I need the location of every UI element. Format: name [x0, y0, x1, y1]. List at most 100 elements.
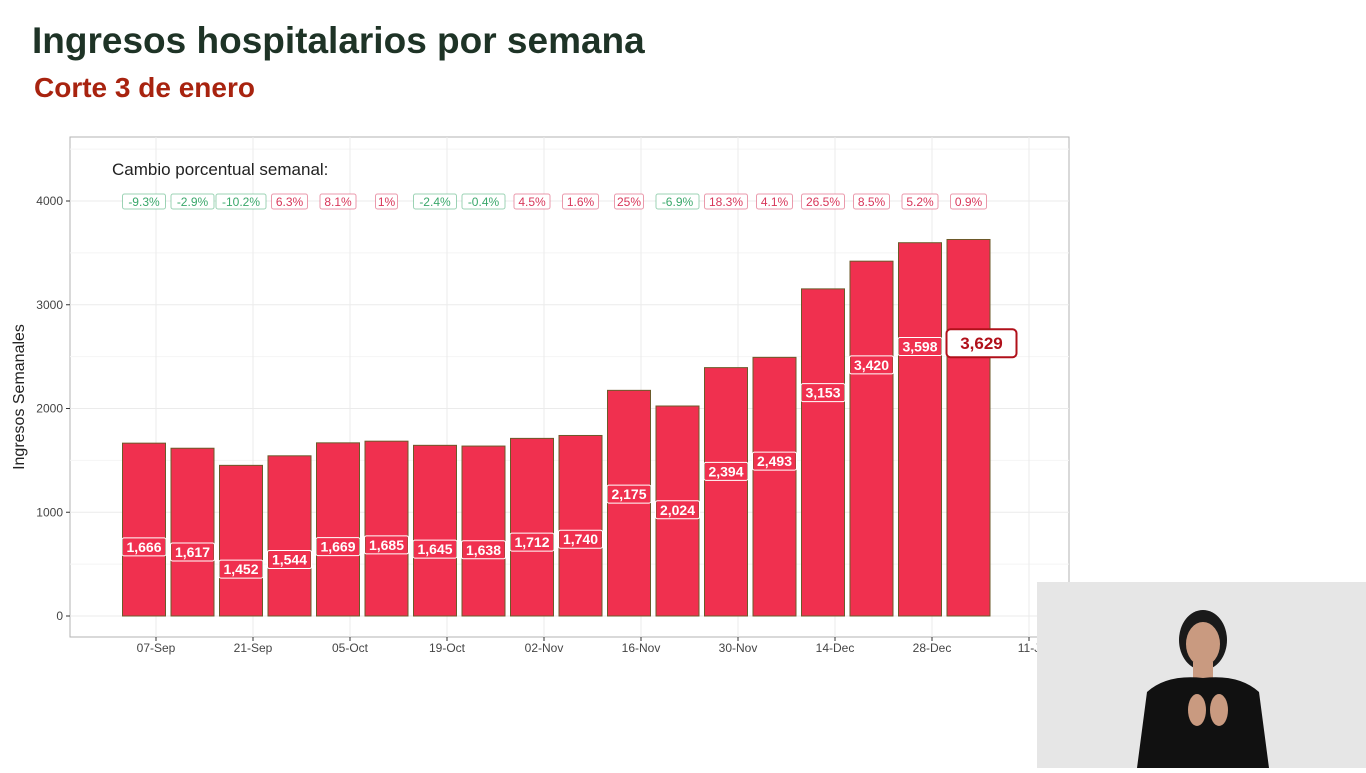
- value-label-box: [849, 355, 894, 375]
- value-label: 2,024: [660, 502, 695, 518]
- pct-change-label: 0.9%: [955, 195, 983, 209]
- value-label: 3,420: [854, 357, 889, 373]
- bar: [413, 444, 457, 617]
- value-label: 1,617: [175, 544, 210, 560]
- value-label: 1,638: [466, 542, 501, 558]
- pct-change-box: [375, 193, 398, 210]
- bar: [316, 442, 360, 617]
- pct-change-label: 1.6%: [567, 195, 595, 209]
- value-label-box: [509, 532, 555, 552]
- bar: [801, 288, 845, 617]
- y-tick-label: 2000: [36, 402, 63, 416]
- pct-change-label: 6.3%: [276, 195, 304, 209]
- value-label: 1,666: [126, 539, 161, 555]
- value-label-box: [897, 336, 943, 356]
- pct-change-box: [271, 193, 308, 210]
- x-tick-label: 07-Sep: [137, 641, 176, 655]
- bar: [364, 440, 409, 617]
- pct-change-label: 26.5%: [806, 195, 840, 209]
- pct-change-box: [756, 193, 793, 210]
- pct-change-label: 4.5%: [518, 195, 546, 209]
- value-label: 3,598: [902, 338, 937, 354]
- annotation-title: Cambio porcentual semanal:: [112, 160, 328, 179]
- pct-change-box: [655, 193, 700, 210]
- value-label-box: [412, 539, 458, 559]
- pct-change-box: [122, 193, 166, 210]
- pct-change-box: [170, 193, 215, 210]
- pct-change-label: -0.4%: [468, 195, 500, 209]
- bar: [752, 356, 797, 617]
- sign-language-interpreter-video: [1037, 582, 1366, 768]
- value-label: 1,685: [369, 537, 404, 553]
- pct-change-box: [614, 193, 644, 210]
- page-subtitle: Corte 3 de enero: [34, 72, 255, 103]
- value-label-box: [170, 542, 215, 562]
- value-label-box: [218, 559, 264, 579]
- value-label-box: [267, 550, 312, 570]
- value-label: 2,175: [611, 486, 646, 502]
- bar: [704, 367, 748, 617]
- pct-change-label: 25%: [617, 195, 641, 209]
- bar: [267, 455, 312, 617]
- x-tick-label: 21-Sep: [234, 641, 273, 655]
- y-tick-label: 3000: [36, 298, 63, 312]
- pct-change-box: [801, 193, 845, 210]
- bar: [558, 434, 603, 617]
- value-label: 1,740: [563, 531, 598, 547]
- bar: [170, 447, 215, 617]
- pct-change-label: 8.5%: [858, 195, 886, 209]
- pct-change-box: [513, 193, 551, 210]
- value-label-box: [606, 484, 652, 504]
- x-tick-label: 19-Oct: [429, 641, 466, 655]
- pct-change-label: -2.9%: [177, 195, 209, 209]
- pct-change-box: [413, 193, 457, 210]
- x-tick-label: 14-Dec: [816, 641, 855, 655]
- bar: [849, 260, 894, 617]
- interpreter-figure: [1137, 610, 1269, 768]
- pct-change-box: [319, 193, 357, 210]
- pct-change-box: [704, 193, 748, 210]
- bar: [122, 442, 166, 617]
- pct-change-box: [950, 193, 987, 210]
- bar: [898, 242, 942, 617]
- highlight-label: 3,629: [960, 334, 1003, 353]
- value-label: 2,394: [708, 463, 743, 479]
- x-tick-label: 02-Nov: [525, 641, 564, 655]
- pct-change-box: [901, 193, 939, 210]
- pct-change-box: [215, 193, 267, 210]
- value-label-box: [752, 451, 797, 471]
- pct-change-label: -10.2%: [222, 195, 260, 209]
- pct-change-label: 1%: [378, 195, 396, 209]
- pct-change-box: [461, 193, 506, 210]
- pct-change-label: -6.9%: [662, 195, 694, 209]
- y-axis-label: Ingresos Semanales: [11, 324, 28, 470]
- bar: [219, 464, 263, 617]
- y-tick-label: 0: [56, 609, 63, 623]
- value-label: 1,544: [272, 552, 307, 568]
- value-label: 1,645: [417, 541, 452, 557]
- bar: [655, 405, 700, 617]
- value-label: 1,712: [514, 534, 549, 550]
- value-label: 1,669: [320, 539, 355, 555]
- value-label-box: [315, 537, 361, 557]
- pct-change-label: -2.4%: [419, 195, 451, 209]
- x-tick-label: 11-J: [1018, 641, 1040, 655]
- bar: [510, 437, 554, 617]
- y-tick-label: 1000: [36, 505, 63, 519]
- pct-change-box: [853, 193, 890, 210]
- highlight-label-box: [945, 328, 1018, 359]
- bar: [946, 238, 991, 617]
- x-tick-label: 30-Nov: [719, 641, 758, 655]
- pct-change-box: [562, 193, 599, 210]
- page-title: Ingresos hospitalarios por semana: [32, 20, 645, 61]
- value-label-box: [800, 383, 846, 403]
- bar: [461, 445, 506, 617]
- pct-change-label: -9.3%: [128, 195, 160, 209]
- x-tick-label: 28-Dec: [913, 641, 952, 655]
- value-label-box: [558, 529, 603, 549]
- value-label-box: [655, 500, 700, 520]
- value-label-box: [121, 537, 167, 557]
- value-label-box: [364, 535, 409, 555]
- y-tick-label: 4000: [36, 194, 63, 208]
